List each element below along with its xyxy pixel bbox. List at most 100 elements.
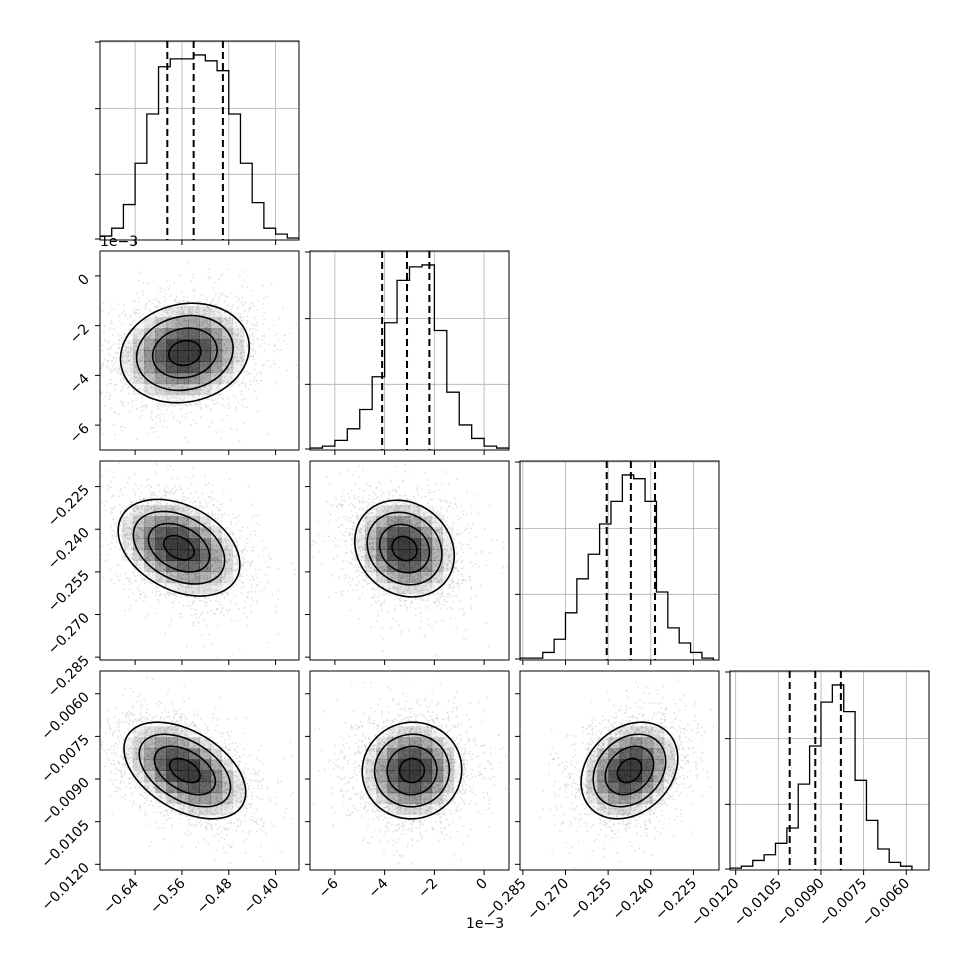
scatter-point — [152, 365, 155, 368]
scatter-point — [134, 328, 136, 330]
scatter-point — [217, 657, 219, 659]
scatter-point — [187, 324, 190, 327]
scatter-point — [143, 354, 145, 357]
scatter-point — [217, 584, 220, 587]
scatter-point — [83, 550, 85, 552]
scatter-point — [117, 367, 120, 369]
scatter-point — [352, 541, 354, 544]
scatter-point — [136, 292, 139, 295]
scatter-point — [203, 592, 206, 595]
scatter-point — [226, 594, 229, 596]
scatter-point — [290, 562, 293, 565]
scatter-point — [144, 532, 146, 535]
scatter-point — [166, 491, 168, 493]
scatter-point — [185, 498, 188, 500]
scatter-point — [148, 562, 151, 565]
scatter-point — [173, 405, 176, 407]
scatter-point — [132, 552, 134, 554]
scatter-point — [218, 296, 221, 298]
scatter-point — [180, 577, 183, 579]
scatter-point — [232, 332, 235, 335]
scatter-point — [94, 543, 96, 545]
scatter-point — [147, 570, 149, 572]
scatter-point — [178, 583, 181, 586]
scatter-point — [100, 553, 103, 556]
scatter-point — [222, 578, 225, 580]
scatter-point — [240, 586, 243, 589]
scatter-point — [199, 533, 202, 536]
scatter-point — [188, 601, 191, 603]
scatter-point — [182, 509, 185, 512]
scatter-point — [134, 339, 137, 341]
scatter-point — [164, 380, 167, 383]
density-cell — [155, 560, 167, 573]
scatter-point — [205, 326, 208, 329]
scatter-point — [165, 585, 168, 588]
scatter-point — [214, 513, 217, 516]
scatter-point — [159, 516, 161, 518]
scatter-point — [158, 578, 161, 581]
scatter-point — [77, 514, 79, 516]
scatter-point — [152, 378, 155, 380]
scatter-point — [259, 569, 261, 571]
scatter-point — [141, 290, 144, 293]
scatter-point — [252, 380, 255, 382]
scatter-point — [149, 514, 152, 516]
scatter-point — [131, 339, 134, 342]
scatter-point — [101, 310, 104, 312]
density-cell — [155, 383, 167, 396]
scatter-point — [230, 325, 233, 328]
scatter-point — [154, 521, 157, 523]
scatter-point — [209, 561, 212, 563]
scatter-point — [128, 538, 131, 540]
scatter-point — [124, 549, 126, 552]
scatter-point — [124, 533, 126, 535]
density-cell — [133, 538, 145, 550]
scatter-point — [249, 373, 252, 375]
scatter-point — [242, 557, 245, 559]
scatter-point — [148, 519, 150, 522]
scatter-point — [277, 633, 279, 636]
scatter-point — [206, 329, 209, 332]
scatter-point — [228, 397, 230, 400]
scatter-point — [180, 306, 183, 309]
scatter-point — [137, 506, 140, 509]
scatter-point — [127, 595, 130, 598]
scatter-point — [143, 389, 146, 392]
scatter-point — [104, 509, 107, 512]
scatter-point — [160, 515, 163, 517]
scatter-point — [204, 538, 206, 541]
scatter-point — [132, 344, 135, 347]
scatter-point — [240, 382, 243, 385]
scatter-point — [142, 312, 145, 315]
scatter-point — [135, 338, 138, 341]
scatter-point — [215, 557, 217, 560]
scatter-point — [108, 398, 111, 401]
scatter-point — [149, 335, 152, 337]
scatter-point — [199, 403, 202, 406]
scatter-point — [182, 574, 185, 577]
scatter-point — [244, 370, 247, 373]
scatter-point — [237, 514, 240, 517]
scatter-point — [256, 338, 259, 341]
scatter-point — [218, 278, 221, 281]
scatter-point — [219, 580, 222, 582]
scatter-point — [227, 548, 229, 551]
scatter-point — [192, 581, 195, 583]
scatter-point — [193, 289, 196, 291]
scatter-point — [148, 581, 151, 584]
density-cell — [188, 372, 200, 385]
scatter-point — [148, 300, 151, 303]
scatter-point — [110, 507, 112, 510]
scatter-point — [168, 387, 171, 389]
density-cell — [221, 328, 234, 340]
scatter-point — [170, 311, 173, 313]
scatter-point — [215, 543, 218, 546]
scatter-point — [198, 512, 201, 515]
density-cell — [210, 383, 223, 396]
density-cell — [111, 527, 123, 539]
scatter-point — [137, 535, 140, 538]
scatter-point — [198, 400, 201, 403]
scatter-point — [193, 573, 196, 575]
scatter-point — [157, 484, 160, 487]
